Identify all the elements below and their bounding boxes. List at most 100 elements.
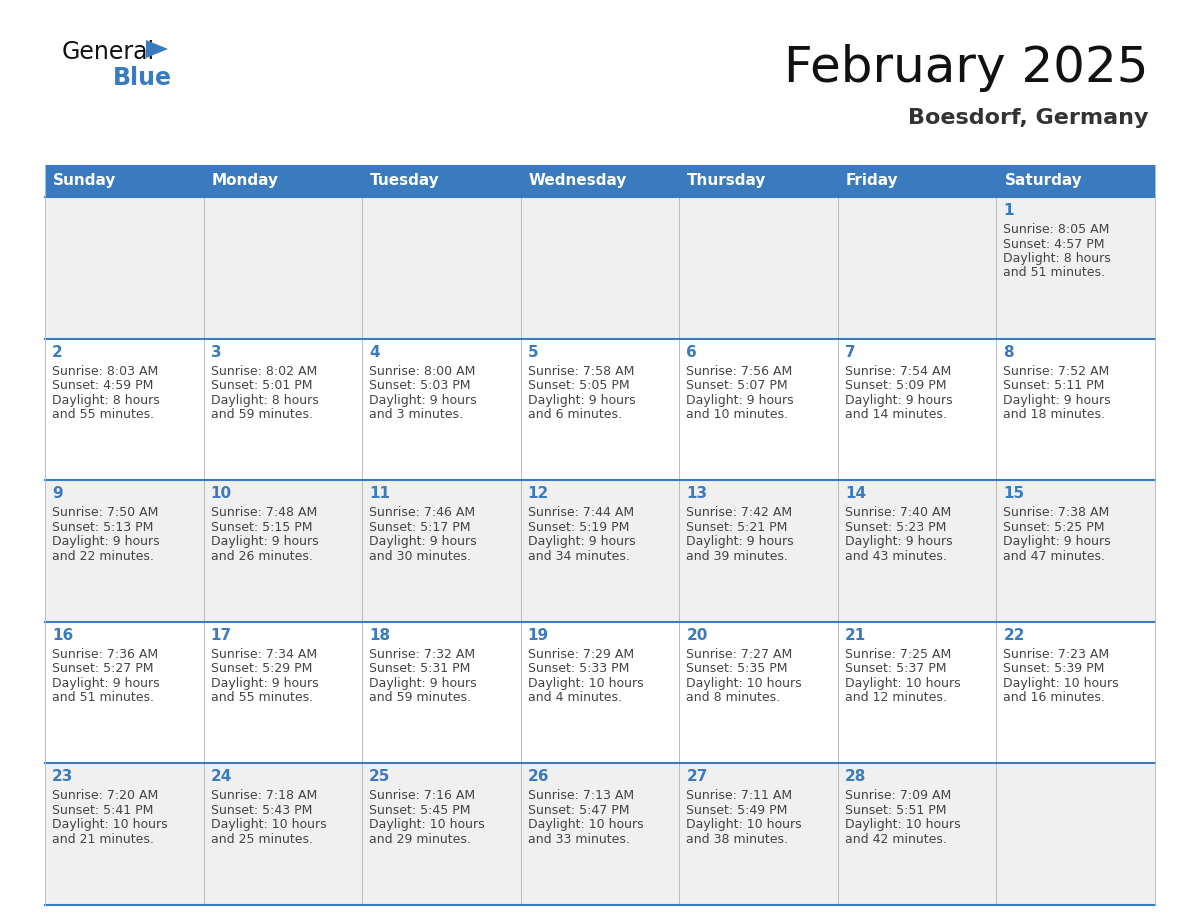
Text: Sunset: 5:21 PM: Sunset: 5:21 PM xyxy=(687,521,788,533)
Text: and 14 minutes.: and 14 minutes. xyxy=(845,409,947,421)
Text: Thursday: Thursday xyxy=(688,174,766,188)
Text: Sunset: 5:45 PM: Sunset: 5:45 PM xyxy=(369,804,470,817)
Text: Sunrise: 7:52 AM: Sunrise: 7:52 AM xyxy=(1004,364,1110,377)
Text: Sunset: 5:19 PM: Sunset: 5:19 PM xyxy=(527,521,630,533)
Text: Sunrise: 7:46 AM: Sunrise: 7:46 AM xyxy=(369,506,475,520)
Text: Sunrise: 7:11 AM: Sunrise: 7:11 AM xyxy=(687,789,792,802)
Text: Sunrise: 7:36 AM: Sunrise: 7:36 AM xyxy=(52,648,158,661)
Text: and 51 minutes.: and 51 minutes. xyxy=(1004,266,1105,279)
Text: Daylight: 8 hours: Daylight: 8 hours xyxy=(1004,252,1111,265)
Text: Daylight: 9 hours: Daylight: 9 hours xyxy=(369,677,476,689)
Text: Daylight: 10 hours: Daylight: 10 hours xyxy=(845,819,960,832)
Text: 5: 5 xyxy=(527,344,538,360)
Text: Daylight: 9 hours: Daylight: 9 hours xyxy=(1004,394,1111,407)
Text: Sunrise: 8:05 AM: Sunrise: 8:05 AM xyxy=(1004,223,1110,236)
Text: and 43 minutes.: and 43 minutes. xyxy=(845,550,947,563)
Text: Sunrise: 7:32 AM: Sunrise: 7:32 AM xyxy=(369,648,475,661)
Text: Daylight: 9 hours: Daylight: 9 hours xyxy=(52,535,159,548)
Text: and 55 minutes.: and 55 minutes. xyxy=(210,691,312,704)
Text: Daylight: 10 hours: Daylight: 10 hours xyxy=(210,819,327,832)
Text: Daylight: 9 hours: Daylight: 9 hours xyxy=(210,677,318,689)
Text: Daylight: 10 hours: Daylight: 10 hours xyxy=(52,819,168,832)
Text: 14: 14 xyxy=(845,487,866,501)
Text: Sunrise: 7:58 AM: Sunrise: 7:58 AM xyxy=(527,364,634,377)
Text: Sunset: 5:47 PM: Sunset: 5:47 PM xyxy=(527,804,630,817)
Text: Daylight: 9 hours: Daylight: 9 hours xyxy=(1004,535,1111,548)
Text: Daylight: 9 hours: Daylight: 9 hours xyxy=(369,394,476,407)
Text: Tuesday: Tuesday xyxy=(371,174,440,188)
Text: Sunset: 4:59 PM: Sunset: 4:59 PM xyxy=(52,379,153,392)
Text: 19: 19 xyxy=(527,628,549,643)
Text: Saturday: Saturday xyxy=(1004,174,1082,188)
Text: and 4 minutes.: and 4 minutes. xyxy=(527,691,621,704)
Text: Daylight: 8 hours: Daylight: 8 hours xyxy=(210,394,318,407)
Text: and 47 minutes.: and 47 minutes. xyxy=(1004,550,1105,563)
Text: and 22 minutes.: and 22 minutes. xyxy=(52,550,154,563)
Text: Daylight: 9 hours: Daylight: 9 hours xyxy=(845,394,953,407)
Text: Sunset: 5:41 PM: Sunset: 5:41 PM xyxy=(52,804,153,817)
Text: Friday: Friday xyxy=(846,174,898,188)
Text: and 55 minutes.: and 55 minutes. xyxy=(52,409,154,421)
Text: and 59 minutes.: and 59 minutes. xyxy=(369,691,472,704)
Text: 13: 13 xyxy=(687,487,707,501)
Text: Sunset: 5:17 PM: Sunset: 5:17 PM xyxy=(369,521,470,533)
Text: 10: 10 xyxy=(210,487,232,501)
Text: Sunset: 5:35 PM: Sunset: 5:35 PM xyxy=(687,662,788,676)
Text: and 33 minutes.: and 33 minutes. xyxy=(527,833,630,845)
Text: 17: 17 xyxy=(210,628,232,643)
Text: Sunset: 5:27 PM: Sunset: 5:27 PM xyxy=(52,662,153,676)
Text: 20: 20 xyxy=(687,628,708,643)
Text: and 18 minutes.: and 18 minutes. xyxy=(1004,409,1105,421)
Text: 11: 11 xyxy=(369,487,390,501)
Text: 3: 3 xyxy=(210,344,221,360)
Bar xyxy=(45,621,1155,764)
Text: and 10 minutes.: and 10 minutes. xyxy=(687,409,789,421)
Bar xyxy=(45,339,1155,480)
Text: 21: 21 xyxy=(845,628,866,643)
Text: Sunrise: 7:20 AM: Sunrise: 7:20 AM xyxy=(52,789,158,802)
Text: Sunset: 5:01 PM: Sunset: 5:01 PM xyxy=(210,379,312,392)
Text: Sunset: 5:49 PM: Sunset: 5:49 PM xyxy=(687,804,788,817)
Text: Sunset: 4:57 PM: Sunset: 4:57 PM xyxy=(1004,238,1105,251)
Text: and 29 minutes.: and 29 minutes. xyxy=(369,833,470,845)
Text: Daylight: 8 hours: Daylight: 8 hours xyxy=(52,394,159,407)
Text: Sunset: 5:23 PM: Sunset: 5:23 PM xyxy=(845,521,946,533)
Text: Daylight: 10 hours: Daylight: 10 hours xyxy=(369,819,485,832)
Text: Sunrise: 8:03 AM: Sunrise: 8:03 AM xyxy=(52,364,158,377)
Text: and 34 minutes.: and 34 minutes. xyxy=(527,550,630,563)
Text: and 21 minutes.: and 21 minutes. xyxy=(52,833,154,845)
Text: and 6 minutes.: and 6 minutes. xyxy=(527,409,621,421)
Text: Sunday: Sunday xyxy=(53,174,116,188)
Text: and 16 minutes.: and 16 minutes. xyxy=(1004,691,1105,704)
Text: Daylight: 10 hours: Daylight: 10 hours xyxy=(687,819,802,832)
Text: Sunrise: 7:40 AM: Sunrise: 7:40 AM xyxy=(845,506,952,520)
Text: Wednesday: Wednesday xyxy=(529,174,627,188)
Text: and 42 minutes.: and 42 minutes. xyxy=(845,833,947,845)
Text: and 8 minutes.: and 8 minutes. xyxy=(687,691,781,704)
Text: February 2025: February 2025 xyxy=(784,44,1148,92)
Text: Sunrise: 7:27 AM: Sunrise: 7:27 AM xyxy=(687,648,792,661)
Text: 16: 16 xyxy=(52,628,74,643)
Text: 4: 4 xyxy=(369,344,380,360)
Text: Sunrise: 7:50 AM: Sunrise: 7:50 AM xyxy=(52,506,158,520)
Text: Sunrise: 8:00 AM: Sunrise: 8:00 AM xyxy=(369,364,475,377)
Text: and 39 minutes.: and 39 minutes. xyxy=(687,550,788,563)
Text: Daylight: 9 hours: Daylight: 9 hours xyxy=(527,535,636,548)
Text: Daylight: 10 hours: Daylight: 10 hours xyxy=(845,677,960,689)
Text: Sunset: 5:07 PM: Sunset: 5:07 PM xyxy=(687,379,788,392)
Text: Sunset: 5:11 PM: Sunset: 5:11 PM xyxy=(1004,379,1105,392)
Bar xyxy=(45,480,1155,621)
Text: and 30 minutes.: and 30 minutes. xyxy=(369,550,472,563)
Text: Sunrise: 7:44 AM: Sunrise: 7:44 AM xyxy=(527,506,634,520)
Text: Daylight: 10 hours: Daylight: 10 hours xyxy=(527,677,644,689)
Text: and 3 minutes.: and 3 minutes. xyxy=(369,409,463,421)
Text: 1: 1 xyxy=(1004,203,1013,218)
Text: 12: 12 xyxy=(527,487,549,501)
Text: Sunrise: 8:02 AM: Sunrise: 8:02 AM xyxy=(210,364,317,377)
Text: 7: 7 xyxy=(845,344,855,360)
Text: Sunrise: 7:38 AM: Sunrise: 7:38 AM xyxy=(1004,506,1110,520)
Text: Daylight: 10 hours: Daylight: 10 hours xyxy=(527,819,644,832)
Text: Sunset: 5:51 PM: Sunset: 5:51 PM xyxy=(845,804,947,817)
Text: Sunrise: 7:16 AM: Sunrise: 7:16 AM xyxy=(369,789,475,802)
Bar xyxy=(45,764,1155,905)
